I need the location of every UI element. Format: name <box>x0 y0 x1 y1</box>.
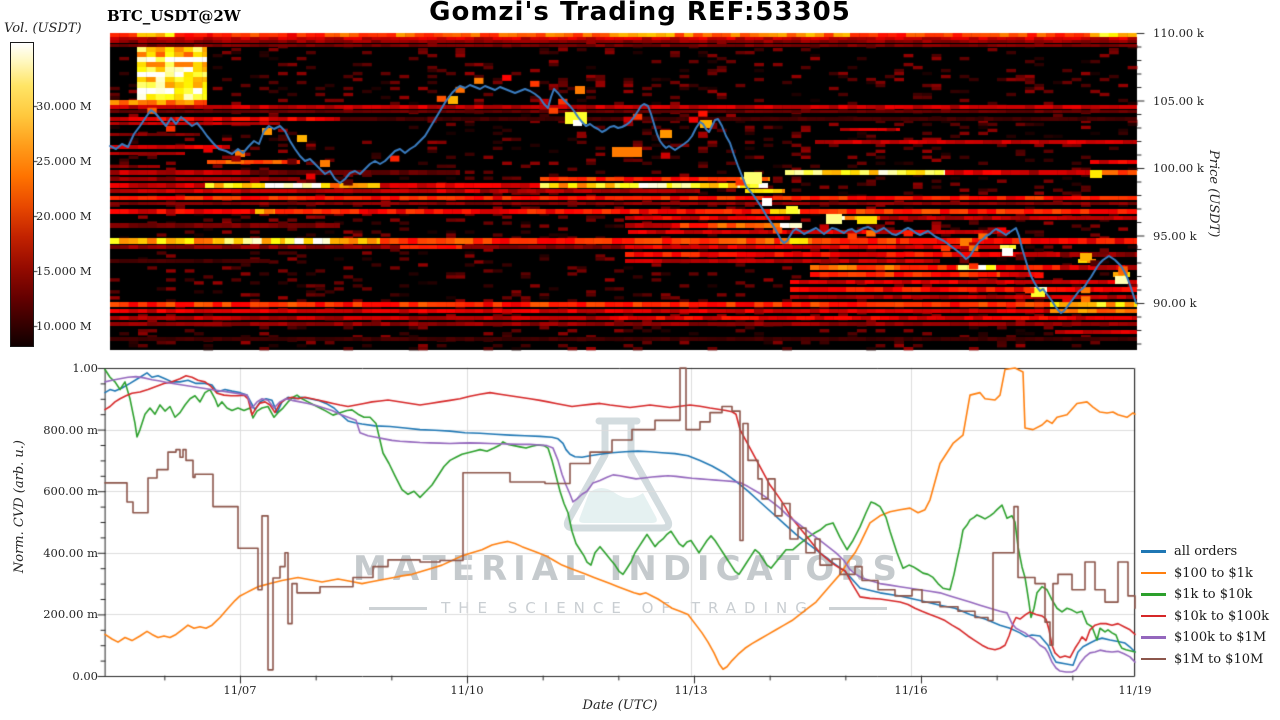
date-tick-label: 11/13 <box>674 683 708 697</box>
watermark-dash-left <box>369 606 428 610</box>
cvd-tick-label: 200.00 m <box>43 607 98 622</box>
cvd-tick-label: 400.00 m <box>43 545 98 560</box>
cvd-axis-label: Norm. CVD (arb. u.) <box>12 440 27 574</box>
volume-colorbar <box>10 42 34 347</box>
legend-item: $10k to $100k <box>1141 609 1269 624</box>
cvd-tick-label: 1.00 <box>72 361 98 375</box>
legend-label: $1k to $10k <box>1174 587 1253 602</box>
price-tick-label: 90.00 k <box>1153 296 1197 310</box>
colorbar-tick-label: 15.000 M <box>36 264 92 278</box>
legend-item: all orders <box>1141 544 1269 559</box>
legend-swatch <box>1141 550 1166 553</box>
legend-swatch <box>1141 657 1166 661</box>
price-axis-label: Price (USDT) <box>1206 150 1221 238</box>
colorbar-tick-label: 25.000 M <box>36 154 92 168</box>
price-tick-label: 105.00 k <box>1153 93 1204 108</box>
colorbar-tick-label: 10.000 M <box>36 319 92 333</box>
legend-swatch <box>1141 614 1166 618</box>
cvd-tick-label: 800.00 m <box>43 422 98 437</box>
legend-swatch <box>1141 593 1166 596</box>
legend-label: $100 to $1k <box>1174 565 1253 581</box>
date-tick-label: 11/10 <box>450 683 484 697</box>
symbol-label: BTC_USDT@2W <box>107 7 241 25</box>
legend: all orders $100 to $1k $1k to $10k $10k to … <box>1141 544 1269 673</box>
legend-label: all orders <box>1174 544 1238 559</box>
cvd-tick-label: 0.00 <box>72 669 98 683</box>
date-axis-label: Date (UTC) <box>582 698 658 713</box>
colorbar-tick-label: 30.000 M <box>36 99 92 113</box>
date-tick-label: 11/16 <box>894 683 928 697</box>
date-tick-label: 11/19 <box>1118 683 1152 697</box>
legend-swatch <box>1141 571 1166 575</box>
watermark-subtitle: THE SCIENCE OF TRADING <box>328 599 928 617</box>
legend-item: $1M to $10M <box>1141 652 1269 667</box>
price-tick-label: 110.00 k <box>1153 26 1204 40</box>
colorbar-label: Vol. (USDT) <box>4 21 82 36</box>
watermark-title: MATERIAL INDICATORS <box>353 549 903 589</box>
flask-icon <box>563 417 673 532</box>
legend-item: $100 to $1k <box>1141 566 1269 581</box>
cvd-tick-label: 600.00 m <box>43 484 98 499</box>
watermark-dash-right <box>828 606 887 610</box>
legend-item: $100k to $1M <box>1141 630 1269 645</box>
legend-swatch <box>1141 636 1166 639</box>
legend-label: $1M to $10M <box>1174 651 1264 667</box>
colorbar-tick-label: 20.000 M <box>36 209 92 223</box>
date-tick-label: 11/07 <box>223 683 257 697</box>
price-tick-label: 95.00 k <box>1153 228 1197 243</box>
legend-label: $10k to $100k <box>1174 608 1269 624</box>
legend-item: $1k to $10k <box>1141 587 1269 602</box>
price-tick-label: 100.00 k <box>1153 161 1204 175</box>
legend-label: $100k to $1M <box>1174 630 1267 645</box>
